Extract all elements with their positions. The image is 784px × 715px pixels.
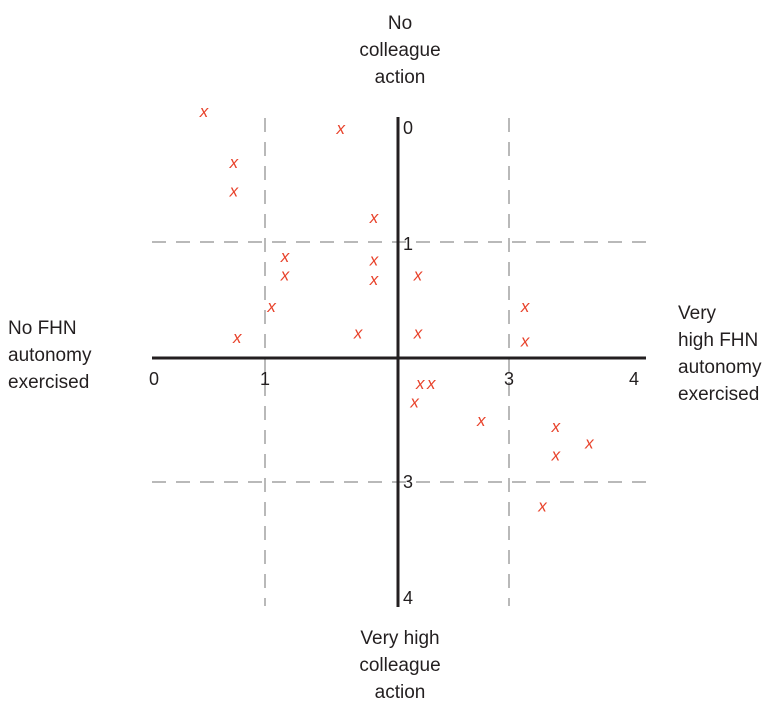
y-tick-label-0: 0	[403, 118, 413, 138]
axes	[152, 117, 646, 607]
y-axis-top-label-line-1: No	[387, 13, 413, 34]
x-axis-low-label-line-2: autonomy	[8, 345, 92, 366]
data-point-13: x	[353, 323, 363, 342]
y-axis-bottom-label-line-1: Very high	[360, 628, 440, 649]
data-point-14: x	[413, 323, 423, 342]
y-axis-top-label-line-2: colleague	[359, 40, 441, 61]
data-point-1: x	[199, 102, 209, 121]
data-point-17: x	[415, 374, 425, 393]
x-axis-high-label-line-4: exercised	[678, 384, 760, 405]
data-point-12: x	[232, 328, 242, 347]
data-point-15: x	[520, 297, 530, 316]
data-point-21: x	[551, 417, 561, 436]
y-axis-bottom-label: Very high colleague action	[320, 625, 480, 706]
y-tick-label-1: 1	[403, 234, 413, 254]
data-point-3: x	[229, 182, 239, 201]
data-point-22: x	[551, 446, 561, 465]
x-axis-high-label-line-1: Very	[678, 303, 717, 324]
data-point-5: x	[369, 208, 379, 227]
data-point-8: x	[369, 250, 379, 269]
x-axis-low-label-line-3: exercised	[8, 372, 90, 393]
y-tick-label-4: 4	[403, 588, 413, 608]
data-point-19: x	[409, 392, 419, 411]
data-point-20: x	[476, 411, 486, 430]
data-point-18: x	[426, 374, 436, 393]
x-axis-high-label: Very high FHN autonomy exercised	[678, 300, 784, 408]
data-point-23: x	[584, 433, 594, 452]
x-axis-low-label: No FHN autonomy exercised	[8, 315, 138, 396]
x-tick-label-4: 4	[629, 369, 639, 389]
x-axis-high-label-line-2: high FHN	[678, 330, 759, 351]
x-tick-label-3: 3	[504, 369, 514, 389]
y-tick-label-3: 3	[403, 472, 413, 492]
data-point-7: x	[280, 265, 290, 284]
data-point-11: x	[266, 297, 276, 316]
x-tick-label-1: 1	[260, 369, 270, 389]
data-point-9: x	[369, 270, 379, 289]
x-axis-low-label-line-1: No FHN	[8, 318, 77, 339]
y-axis-bottom-label-line-3: action	[374, 682, 426, 703]
data-point-10: x	[413, 265, 423, 284]
data-point-4: x	[336, 119, 346, 138]
data-point-24: x	[537, 497, 547, 516]
data-point-16: x	[520, 332, 530, 351]
x-tick-label-0: 0	[149, 369, 159, 389]
tick-labels: 0 1 3 4 0 1 3 4	[149, 118, 639, 608]
data-point-6: x	[280, 247, 290, 266]
x-axis-high-label-line-3: autonomy	[678, 357, 762, 378]
y-axis-bottom-label-line-2: colleague	[359, 655, 441, 676]
data-point-2: x	[229, 153, 239, 172]
y-axis-top-label: No colleague action	[320, 10, 480, 91]
y-axis-top-label-line-3: action	[374, 67, 426, 88]
